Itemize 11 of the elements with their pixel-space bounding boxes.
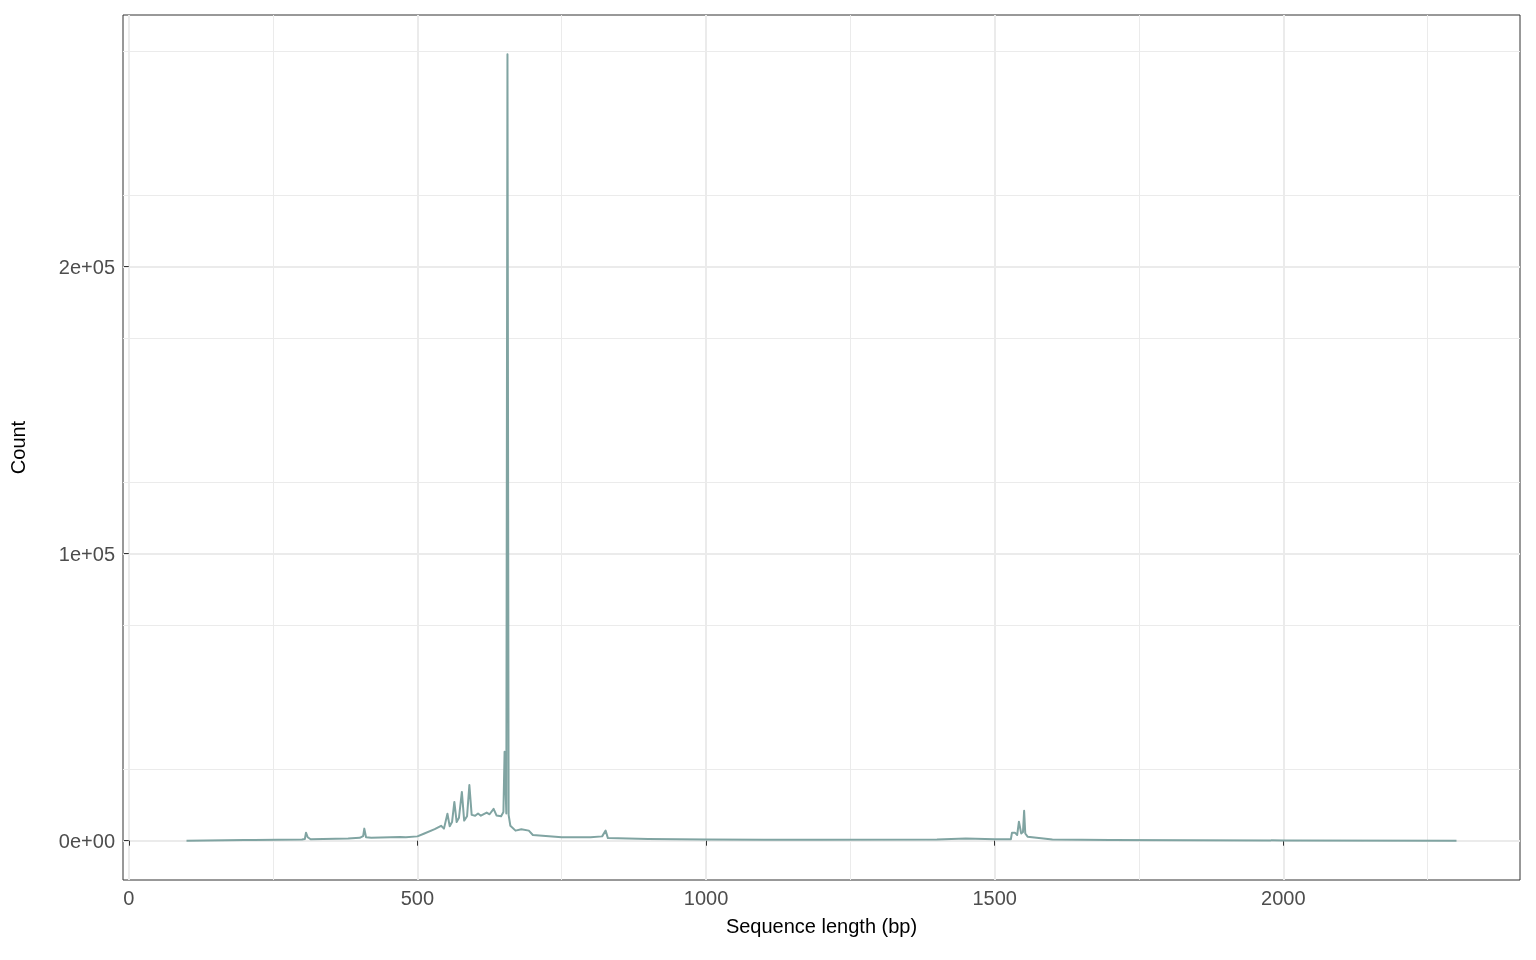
x-tick-label: 1000 [683, 887, 729, 909]
x-tick-label: 1500 [972, 887, 1017, 909]
y-tick-label: 0e+00 [58, 829, 115, 852]
x-tick-label: 0 [123, 887, 135, 909]
y-axis-title: Count [7, 420, 29, 475]
x-tick-label: 500 [400, 887, 435, 909]
y-tick-label: 1e+05 [58, 542, 115, 565]
x-axis-title: Sequence length (bp) [725, 915, 918, 937]
y-tick-label: 2e+05 [58, 255, 115, 278]
line-series [185, 53, 1458, 842]
x-tick-label: 2000 [1261, 887, 1306, 909]
